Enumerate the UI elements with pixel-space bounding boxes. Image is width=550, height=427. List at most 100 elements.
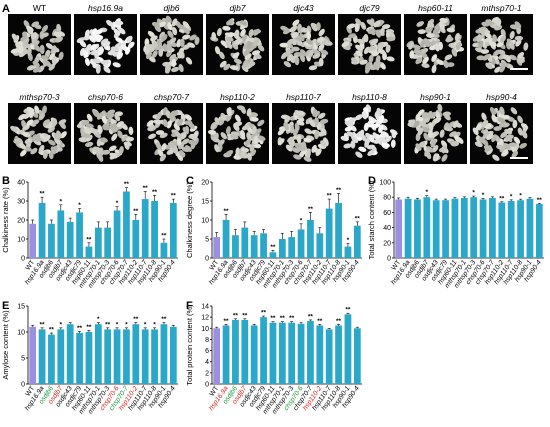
significance-mark: *: [116, 200, 119, 207]
bar: [395, 199, 403, 258]
significance-mark: **: [345, 307, 351, 314]
y-axis-label: Total starch content (%): [367, 180, 376, 259]
bar: [470, 197, 478, 258]
bar: [113, 210, 121, 258]
bar: [222, 325, 230, 384]
panel-letter-b: B: [2, 175, 10, 187]
bar: [269, 322, 277, 384]
bar: [250, 235, 258, 258]
grain-cell: hsp60-11: [404, 3, 467, 75]
grain-label: djc43: [293, 3, 314, 13]
bar: [353, 225, 361, 258]
significance-mark: **: [161, 233, 167, 240]
grain-label: hsp16.9a: [88, 3, 123, 13]
bar: [113, 329, 121, 384]
scale-bar: [510, 68, 528, 70]
significance-mark: **: [77, 325, 83, 332]
bar: [335, 202, 342, 258]
grain-label: djb7: [229, 3, 246, 13]
grain-photo: [404, 103, 467, 164]
significance-mark: **: [317, 318, 323, 325]
y-tick-label: 6: [205, 348, 209, 355]
significance-mark: **: [152, 189, 158, 196]
significance-mark: **: [308, 313, 314, 320]
grain-photo: [470, 14, 533, 75]
y-tick-label: 0: [205, 256, 209, 263]
panel-letter-d: D: [368, 175, 376, 187]
significance-mark: **: [261, 310, 267, 317]
bar: [489, 197, 496, 258]
y-tick-label: 10: [17, 330, 25, 337]
significance-mark: **: [40, 191, 46, 198]
y-tick-label: 60: [383, 210, 391, 217]
grain-photo: [272, 14, 335, 75]
significance-mark: **: [242, 312, 248, 319]
bar: [344, 314, 352, 384]
significance-mark: **: [355, 215, 361, 222]
y-tick-label: 15: [17, 304, 25, 311]
bar: [404, 198, 412, 258]
x-tick-label: WT: [391, 259, 403, 272]
y-axis-label: Total protein content (%): [185, 304, 194, 386]
bar: [498, 202, 506, 258]
bar: [442, 200, 449, 258]
y-tick-label: 10: [201, 326, 209, 333]
bar: [432, 200, 440, 258]
bar: [48, 223, 55, 258]
grain-cell: WT: [8, 3, 71, 75]
y-axis-label: Chalkiness degree (%): [185, 182, 194, 258]
grain-photo: [140, 103, 203, 164]
bar: [48, 334, 55, 384]
grain-label: mthsp70-3: [19, 92, 60, 102]
y-tick-label: 4: [205, 359, 209, 366]
grain-cell: mthsp70-1: [470, 3, 533, 75]
y-tick-label: 5: [205, 237, 209, 244]
significance-mark: *: [510, 193, 513, 200]
grain-cell: djc79: [338, 3, 401, 75]
bar: [423, 197, 431, 258]
grain-photo: [206, 14, 269, 75]
significance-mark: **: [124, 181, 130, 188]
significance-mark: **: [105, 321, 111, 328]
significance-mark: **: [86, 324, 92, 331]
grain-cell: djb7: [206, 3, 269, 75]
bar: [297, 229, 305, 258]
panel-letter-e: E: [2, 300, 10, 312]
grain-cell: djc43: [272, 3, 335, 75]
x-tick-label: WT: [209, 259, 221, 272]
significance-mark: *: [60, 198, 63, 205]
grain-cell: chsp70-6: [74, 92, 137, 164]
y-tick-label: 2: [205, 370, 209, 377]
bar: [241, 227, 249, 258]
significance-mark: **: [40, 321, 46, 328]
grain-label: hsp90-1: [420, 92, 451, 102]
bar: [451, 198, 459, 258]
significance-mark: **: [133, 316, 139, 323]
panel-letter-c: C: [186, 175, 194, 187]
chart-e: Amylose content (%) 0 5 10 15 WT ** hsp16.9a ** o…: [0, 302, 184, 426]
bar: [269, 252, 277, 258]
bar: [169, 202, 177, 258]
y-tick-label: 12: [201, 315, 209, 322]
bar: [66, 221, 74, 258]
bar: [353, 328, 361, 384]
significance-mark: *: [144, 321, 147, 328]
bar: [141, 329, 149, 384]
grain-photo: [404, 14, 467, 75]
bar: [460, 197, 468, 258]
grain-label: chsp70-7: [154, 92, 189, 102]
bar: [479, 199, 487, 258]
bar: [507, 201, 515, 258]
significance-mark: **: [224, 208, 230, 215]
grain-photo: [338, 103, 401, 164]
bar: [85, 246, 93, 258]
bar: [160, 324, 168, 384]
chart-b: Chalkiness rate (%) 0 10 20 30 40 WT ** hsp16.9a…: [0, 178, 184, 300]
bar: [123, 329, 130, 384]
bar: [307, 321, 314, 384]
grain-photo: [8, 103, 71, 164]
grain-label: chsp70-6: [88, 92, 123, 102]
y-tick-label: 20: [383, 240, 391, 247]
grain-label: hsp60-11: [418, 3, 453, 13]
bar: [104, 227, 112, 258]
